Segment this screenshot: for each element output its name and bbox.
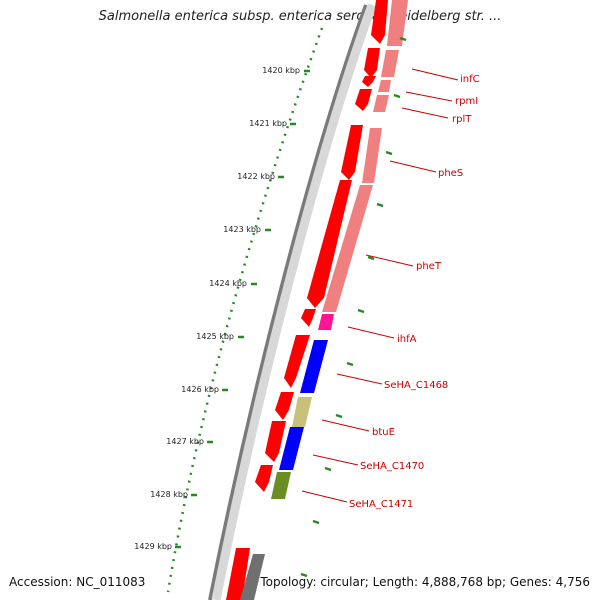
gene-label-ihfA[interactable]: ihfA [347, 326, 417, 345]
kbp-tick-label: 1429 kbp [134, 542, 172, 551]
gene-label-SeHA_C1470[interactable]: SeHA_C1470 [312, 454, 424, 472]
kbp-tick-label: 1421 kbp [249, 119, 287, 128]
gene-label-text: rplT [452, 114, 472, 125]
kbp-tick-label: 1427 kbp [166, 437, 204, 446]
gene-label-text: pheS [438, 168, 463, 179]
kbp-ticks: 1420 kbp 1421 kbp 1422 kbp 1423 kbp 1424… [134, 66, 310, 551]
feature-box-SeHA_C1471[interactable] [271, 472, 291, 499]
kbp-tick: 1420 kbp [262, 66, 310, 75]
dotted-guide-ring [166, 27, 324, 593]
feature-arrow-rplT[interactable] [355, 89, 372, 111]
kbp-tick: 1423 kbp [223, 225, 271, 234]
feature-arrow-SeHA_C1468[interactable] [284, 335, 310, 388]
feature-track [226, 0, 408, 600]
feature-arrow-SeHA_C1470[interactable] [265, 421, 286, 462]
gene-label-text: pheT [416, 261, 442, 272]
kbp-tick-label: 1426 kbp [181, 385, 219, 394]
kbp-tick-label: 1420 kbp [262, 66, 300, 75]
gene-label-text: SeHA_C1470 [360, 461, 424, 472]
gene-label-infC[interactable]: infC [411, 68, 480, 85]
gene-label-SeHA_C1471[interactable]: SeHA_C1471 [301, 490, 413, 510]
feature-box-pheT[interactable] [322, 185, 373, 312]
feature-box-rpmI[interactable] [378, 80, 391, 92]
feature-arrow-pheS[interactable] [341, 125, 363, 180]
feature-arrow-SeHA_C1471[interactable] [255, 465, 273, 492]
gene-label-text: btuE [372, 427, 395, 438]
gene-label-text: ihfA [397, 334, 417, 345]
gene-label-SeHA_C1468[interactable]: SeHA_C1468 [336, 373, 448, 391]
kbp-tick-label: 1428 kbp [150, 490, 188, 499]
feature-arrow-infC[interactable] [364, 48, 380, 78]
feature-arrow-btuE[interactable] [275, 392, 294, 420]
feature-box-SeHA_C1468[interactable] [300, 340, 328, 393]
gene-label-text: rpmI [455, 96, 478, 107]
gene-label-btuE[interactable]: btuE [321, 419, 395, 438]
kbp-tick: 1428 kbp [150, 490, 197, 499]
kbp-tick: 1429 kbp [134, 542, 181, 551]
feature-box-SeHA_C1470[interactable] [279, 427, 304, 470]
kbp-tick-label: 1425 kbp [196, 332, 234, 341]
backbone-shadow [208, 4, 368, 600]
feature-arrow[interactable] [371, 0, 388, 44]
gene-label-text: infC [460, 74, 480, 85]
kbp-tick: 1425 kbp [196, 332, 244, 341]
gene-label-text: SeHA_C1468 [384, 380, 448, 391]
feature-box[interactable] [387, 0, 408, 46]
feature-arrow-ihfA[interactable] [301, 309, 316, 327]
feature-box-ihfA[interactable] [318, 314, 334, 330]
accession-label: Accession: NC_011083 [9, 575, 146, 589]
kbp-tick-label: 1424 kbp [209, 279, 247, 288]
kbp-tick: 1422 kbp [237, 172, 284, 181]
feature-box[interactable] [240, 554, 265, 600]
gene-label-rplT[interactable]: rplT [401, 107, 472, 125]
feature-box-btuE[interactable] [292, 397, 312, 427]
kbp-tick: 1427 kbp [166, 437, 213, 446]
kbp-tick: 1424 kbp [209, 279, 257, 288]
kbp-tick-label: 1422 kbp [237, 172, 275, 181]
kbp-tick-label: 1423 kbp [223, 225, 261, 234]
feature-box-pheS[interactable] [362, 128, 382, 183]
gene-label-pheT[interactable]: pheT [365, 254, 442, 272]
feature-box-rplT[interactable] [373, 95, 389, 112]
gene-label-rpmI[interactable]: rpmI [405, 91, 478, 107]
kbp-tick: 1421 kbp [249, 119, 296, 128]
gene-label-pheS[interactable]: pheS [389, 160, 463, 179]
genome-info-label: Topology: circular; Length: 4,888,768 bp… [260, 575, 590, 589]
feature-arrow-rpmI[interactable] [362, 76, 376, 87]
minor-ticks [300, 36, 407, 578]
gene-label-text: SeHA_C1471 [349, 499, 413, 510]
gene-labels: infC rpmI rplT pheS pheT ihfA SeHA_C1468 [301, 68, 480, 510]
feature-box-infC[interactable] [381, 50, 399, 77]
backbone-ring [211, 3, 377, 600]
feature-arrow-pheT[interactable] [307, 180, 352, 308]
kbp-tick: 1426 kbp [181, 385, 228, 394]
